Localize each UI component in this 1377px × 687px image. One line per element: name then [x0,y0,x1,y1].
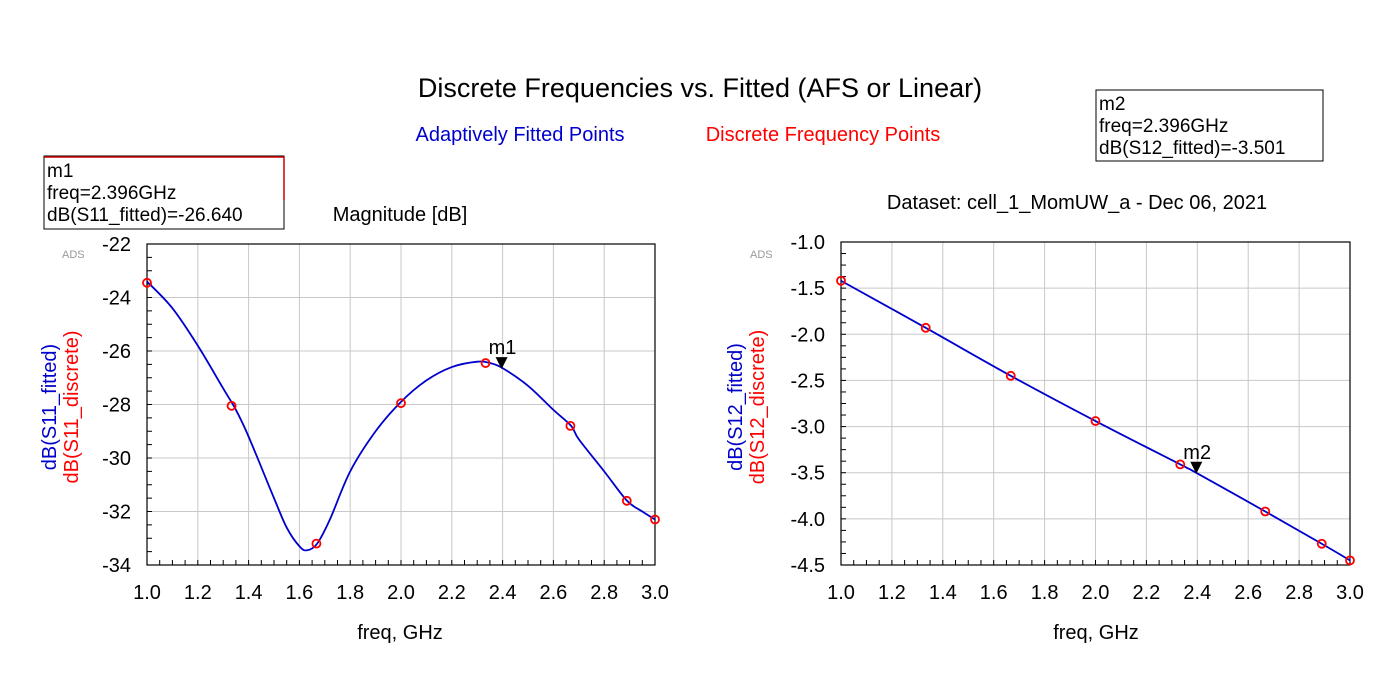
s11-ytick-label: -28 [102,395,131,417]
s12-ytick-label: -1.5 [791,278,825,300]
s12-discrete-point [1005,370,1016,381]
s11-discrete-point [480,358,491,368]
legend-discrete-label: Discrete Frequency Points [706,124,941,146]
s12-ytick-label: -4.5 [791,555,825,577]
s11-fitted-line [146,280,656,552]
s12-xtick-label: 2.2 [1132,582,1160,604]
s12-marker-label: m2 [1183,442,1211,464]
legend-fitted-label: Adaptively Fitted Points [416,124,625,146]
s11-marker-readout-line-2: freq=2.396GHz [47,183,176,204]
s12-xtick-label: 1.0 [827,582,855,604]
s11-chart-title: Magnitude [dB] [333,204,468,226]
s12-fitted-line [840,279,1351,562]
s12-discrete-point [836,275,846,286]
s11-marker-readout[interactable]: m1 freq=2.396GHz dB(S11_fitted)=-26.640 [43,155,285,230]
s11-watermark: ADS [62,249,85,261]
s11-marker-readout-line-1: m1 [47,161,73,182]
s11-marker-label: m1 [489,337,517,359]
s12-discrete-point [1175,459,1186,470]
s12-xtick-label: 1.8 [1031,582,1059,604]
s11-xtick-label: 1.6 [285,582,313,604]
s12-ylabel-discrete: dB(S12_discrete) [747,330,769,485]
s12-ylabel-fitted: dB(S12_fitted) [725,343,747,471]
s12-xtick-label: 2.6 [1234,582,1262,604]
s11-xtick-label: 2.8 [590,582,618,604]
s11-ytick-label: -34 [102,555,131,577]
s11-discrete-point [396,398,406,409]
s11-ylabel-discrete: dB(S11_discrete) [61,330,83,483]
s12-ytick-label: -4.0 [791,509,825,531]
s12-xtick-label: 1.2 [878,582,906,604]
s12-discrete-point [1090,416,1101,426]
s11-discrete-point [311,538,322,549]
s12-ytick-label: -3.5 [791,463,825,485]
s12-ytick-label: -1.0 [791,232,825,254]
s11-xtick-label: 2.2 [438,582,466,604]
s12-discrete-point [1260,506,1271,517]
s11-discrete-point [650,514,660,525]
s11-xtick-label: 1.8 [336,582,364,604]
figure-title: Discrete Frequencies vs. Fitted (AFS or … [418,73,982,103]
s12-xtick-label: 1.6 [980,582,1008,604]
s12-marker-readout-line-2: freq=2.396GHz [1099,116,1228,137]
s12-ytick-label: -2.5 [791,370,825,392]
s11-chart: Magnitude [dB] ADS freq, GHz dB(S11_fitt… [39,155,669,644]
s11-ytick-label: -22 [102,234,131,256]
s11-discrete-point [226,400,237,411]
s12-marker-readout-box [1095,89,1324,162]
s11-ytick-label: -30 [102,448,131,470]
s11-xlabel: freq, GHz [357,622,443,644]
s11-marker-readout-line-3: dB(S11_fitted)=-26.640 [47,205,243,226]
s12-ytick-label: -3.0 [791,417,825,439]
s11-ytick-label: -26 [102,341,131,363]
s12-xtick-label: 2.8 [1285,582,1313,604]
s12-marker-triangle [1190,461,1203,474]
s12-chart-title: Dataset: cell_1_MomUW_a - Dec 06, 2021 [887,192,1267,214]
s12-plot-frame [840,241,1351,566]
s12-xtick-label: 3.0 [1336,582,1364,604]
s12-xlabel: freq, GHz [1053,622,1139,644]
s11-xtick-label: 2.6 [539,582,567,604]
s12-marker-readout-line-1: m2 [1099,94,1125,115]
s11-marker-triangle [495,357,508,370]
s11-discrete-point [565,420,576,431]
s11-xtick-label: 1.2 [184,582,212,604]
s11-discrete-point [621,495,632,506]
s12-chart: Dataset: cell_1_MomUW_a - Dec 06, 2021 A… [725,89,1364,644]
s12-marker-readout[interactable]: m2 freq=2.396GHz dB(S12_fitted)=-3.501 [1095,89,1324,162]
s11-ylabel-fitted: dB(S11_fitted) [39,344,61,470]
s12-discrete-point [1316,538,1327,549]
s11-ytick-label: -32 [102,502,131,524]
s11-discrete-point [142,277,152,288]
s11-ytick-label: -24 [102,288,131,310]
s12-watermark: ADS [750,249,773,261]
s11-xtick-label: 1.4 [235,582,263,604]
s12-marker-readout-line-3: dB(S12_fitted)=-3.501 [1099,138,1285,159]
s12-ytick-label: -2.0 [791,324,825,346]
s12-xtick-label: 1.4 [929,582,957,604]
s12-xtick-label: 2.0 [1082,582,1110,604]
s11-marker-readout-box [43,155,285,230]
s11-xtick-label: 2.4 [489,582,517,604]
s11-xtick-label: 1.0 [133,582,161,604]
s12-xtick-label: 2.4 [1183,582,1211,604]
s11-xtick-label: 2.0 [387,582,415,604]
s12-discrete-point [1345,555,1355,566]
s12-discrete-point [920,322,931,333]
s11-plot-frame [146,243,656,566]
s11-xtick-label: 3.0 [641,582,669,604]
